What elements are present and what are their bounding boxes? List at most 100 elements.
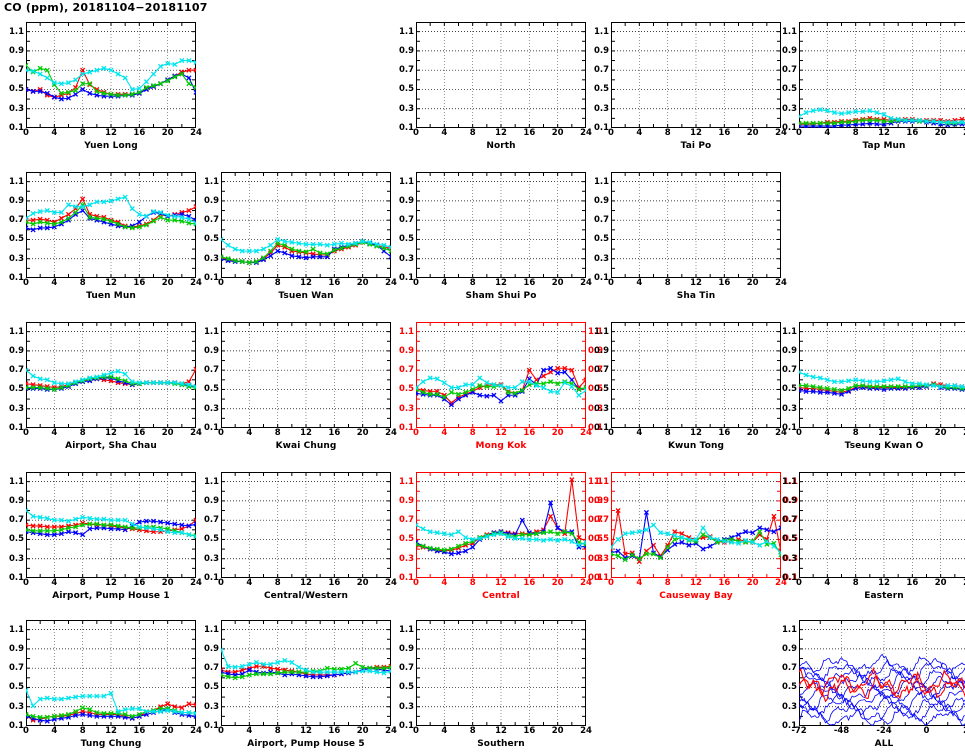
plot-frame bbox=[416, 322, 586, 428]
y-tick-label: 0.7 bbox=[588, 365, 604, 376]
y-tick-label: 0.5 bbox=[8, 84, 24, 95]
x-tick-label: 4 bbox=[441, 428, 448, 438]
x-tick-label: 20 bbox=[746, 578, 759, 588]
y-tick-label: 0.7 bbox=[593, 65, 609, 76]
y-tick-label: 0.5 bbox=[593, 384, 609, 395]
x-tick-label: 16 bbox=[133, 128, 146, 138]
x-tick-label: 0 bbox=[608, 578, 614, 588]
plot-area bbox=[611, 472, 781, 578]
x-tick-label: 0 bbox=[218, 428, 224, 438]
x-tick-label: 16 bbox=[718, 128, 731, 138]
x-tick-label: 12 bbox=[300, 278, 312, 288]
y-tick-label: 0.5 bbox=[593, 534, 609, 545]
y-axis-labels: 0.1 0.3 0.5 0.7 0.9 1.1 bbox=[199, 172, 219, 282]
x-tick-label: 0 bbox=[413, 428, 419, 438]
y-tick-label: 0.1 bbox=[203, 573, 219, 583]
plot-frame bbox=[611, 472, 781, 578]
panel-title: Sham Shui Po bbox=[465, 291, 537, 301]
y-tick-label: 0.7 bbox=[593, 515, 609, 526]
x-tick-label: 12 bbox=[495, 128, 507, 138]
x-tick-label: 4 bbox=[441, 278, 448, 288]
x-tick-label: 20 bbox=[161, 726, 174, 736]
y-tick-label: 0.7 bbox=[593, 215, 609, 226]
y-axis-labels: 0.1 0.3 0.5 0.7 0.9 1.1 bbox=[4, 472, 24, 582]
x-tick-label: 24 bbox=[580, 726, 592, 736]
x-tick-label: -48 bbox=[833, 726, 850, 736]
y-tick-label: 0.1 bbox=[398, 273, 414, 283]
plot-frame bbox=[221, 620, 391, 726]
x-axis-labels: 0 4 8 12 16 20 24 bbox=[413, 428, 592, 441]
y-tick-label: 0.1 bbox=[593, 423, 609, 433]
y-axis-labels: 0.1 0.3 0.5 0.7 0.9 1.1 bbox=[4, 322, 24, 432]
y-axis-labels-right: 0.1 0.3 0.5 0.7 0.9 1.1 bbox=[783, 472, 805, 582]
y-tick-label: 0.1 bbox=[203, 273, 219, 283]
plot-frame bbox=[799, 322, 965, 428]
plot-frame bbox=[416, 172, 586, 278]
x-tick-label: 0 bbox=[23, 428, 29, 438]
y-tick-label: 0.1 bbox=[203, 721, 219, 731]
y-tick-label: 0.9 bbox=[203, 643, 219, 654]
x-tick-label: 24 bbox=[385, 578, 397, 588]
y-tick-label: 0.5 bbox=[398, 84, 414, 95]
y-axis-labels: 0.1 0.3 0.5 0.7 0.9 1.1 bbox=[199, 620, 219, 730]
x-tick-label: 24 bbox=[580, 278, 592, 288]
y-tick-label: 0.1 bbox=[398, 573, 414, 583]
x-tick-label: 8 bbox=[274, 428, 281, 438]
x-axis-labels: 0 4 8 12 16 20 24 bbox=[23, 428, 202, 441]
y-tick-label: 0.9 bbox=[8, 495, 24, 506]
plot-area bbox=[221, 172, 391, 278]
x-tick-label: 24 bbox=[963, 129, 965, 138]
x-tick-label: 20 bbox=[356, 726, 369, 736]
x-tick-label: 16 bbox=[328, 578, 341, 588]
x-tick-label: 4 bbox=[51, 428, 58, 438]
x-tick-label: 24 bbox=[580, 128, 592, 138]
y-tick-label: 0.9 bbox=[8, 45, 24, 56]
y-tick-label: 0.9 bbox=[398, 45, 414, 56]
y-tick-label: 0.1 bbox=[783, 573, 799, 583]
plot-area bbox=[799, 620, 965, 726]
x-tick-label: 0 bbox=[923, 726, 930, 736]
y-tick-label: 0.7 bbox=[781, 65, 797, 76]
x-tick-label: 20 bbox=[551, 726, 564, 736]
y-tick-label: 1.1 bbox=[781, 476, 797, 487]
panel-title: Eastern bbox=[864, 591, 904, 601]
x-tick-label: 16 bbox=[718, 278, 731, 288]
x-tick-label: 4 bbox=[636, 428, 643, 438]
y-tick-label: 0.7 bbox=[398, 365, 414, 376]
x-tick-label: 8 bbox=[79, 278, 86, 288]
y-axis-labels: 0.1 0.3 0.5 0.7 0.9 1.1 bbox=[394, 322, 414, 432]
panel-title: Kwun Tong bbox=[667, 441, 725, 451]
x-tick-label: 24 bbox=[580, 428, 592, 438]
panel-title: ALL bbox=[874, 739, 894, 749]
y-tick-label: 1.1 bbox=[588, 476, 604, 487]
plot-area bbox=[611, 22, 781, 128]
y-tick-label: 0.9 bbox=[203, 195, 219, 206]
x-tick-label: 20 bbox=[161, 278, 174, 288]
x-tick-label: 20 bbox=[356, 428, 369, 438]
x-tick-label: 20 bbox=[551, 278, 564, 288]
x-tick-label: 4 bbox=[824, 578, 831, 588]
panel-title: Sha Tin bbox=[676, 291, 716, 301]
y-tick-label: 0.9 bbox=[783, 495, 799, 506]
y-tick-label: 0.7 bbox=[203, 515, 219, 526]
x-tick-label: 4 bbox=[51, 278, 58, 288]
y-tick-label: 0.7 bbox=[398, 65, 414, 76]
x-tick-label: 8 bbox=[469, 128, 476, 138]
y-tick-label: 0.5 bbox=[398, 234, 414, 245]
plot-area bbox=[221, 472, 391, 578]
y-tick-label: 0.3 bbox=[593, 403, 609, 414]
y-tick-label: 1.1 bbox=[783, 476, 799, 487]
x-tick-label: 4 bbox=[824, 128, 831, 138]
x-tick-label: 4 bbox=[246, 578, 253, 588]
plot-area bbox=[26, 322, 196, 428]
x-tick-label: 8 bbox=[852, 128, 859, 138]
x-tick-label: 4 bbox=[441, 578, 448, 588]
x-tick-label: 8 bbox=[664, 578, 671, 588]
x-axis-labels: -72 -48 -24 0 24 bbox=[791, 726, 965, 739]
x-tick-label: 16 bbox=[328, 428, 341, 438]
y-tick-label: 0.1 bbox=[8, 423, 24, 433]
x-tick-label: -24 bbox=[876, 726, 892, 736]
x-tick-label: 24 bbox=[385, 428, 397, 438]
y-tick-label: 0.3 bbox=[588, 553, 604, 564]
y-axis-labels-right: 0.1 0.3 0.5 0.7 0.9 1.1 bbox=[588, 472, 610, 582]
